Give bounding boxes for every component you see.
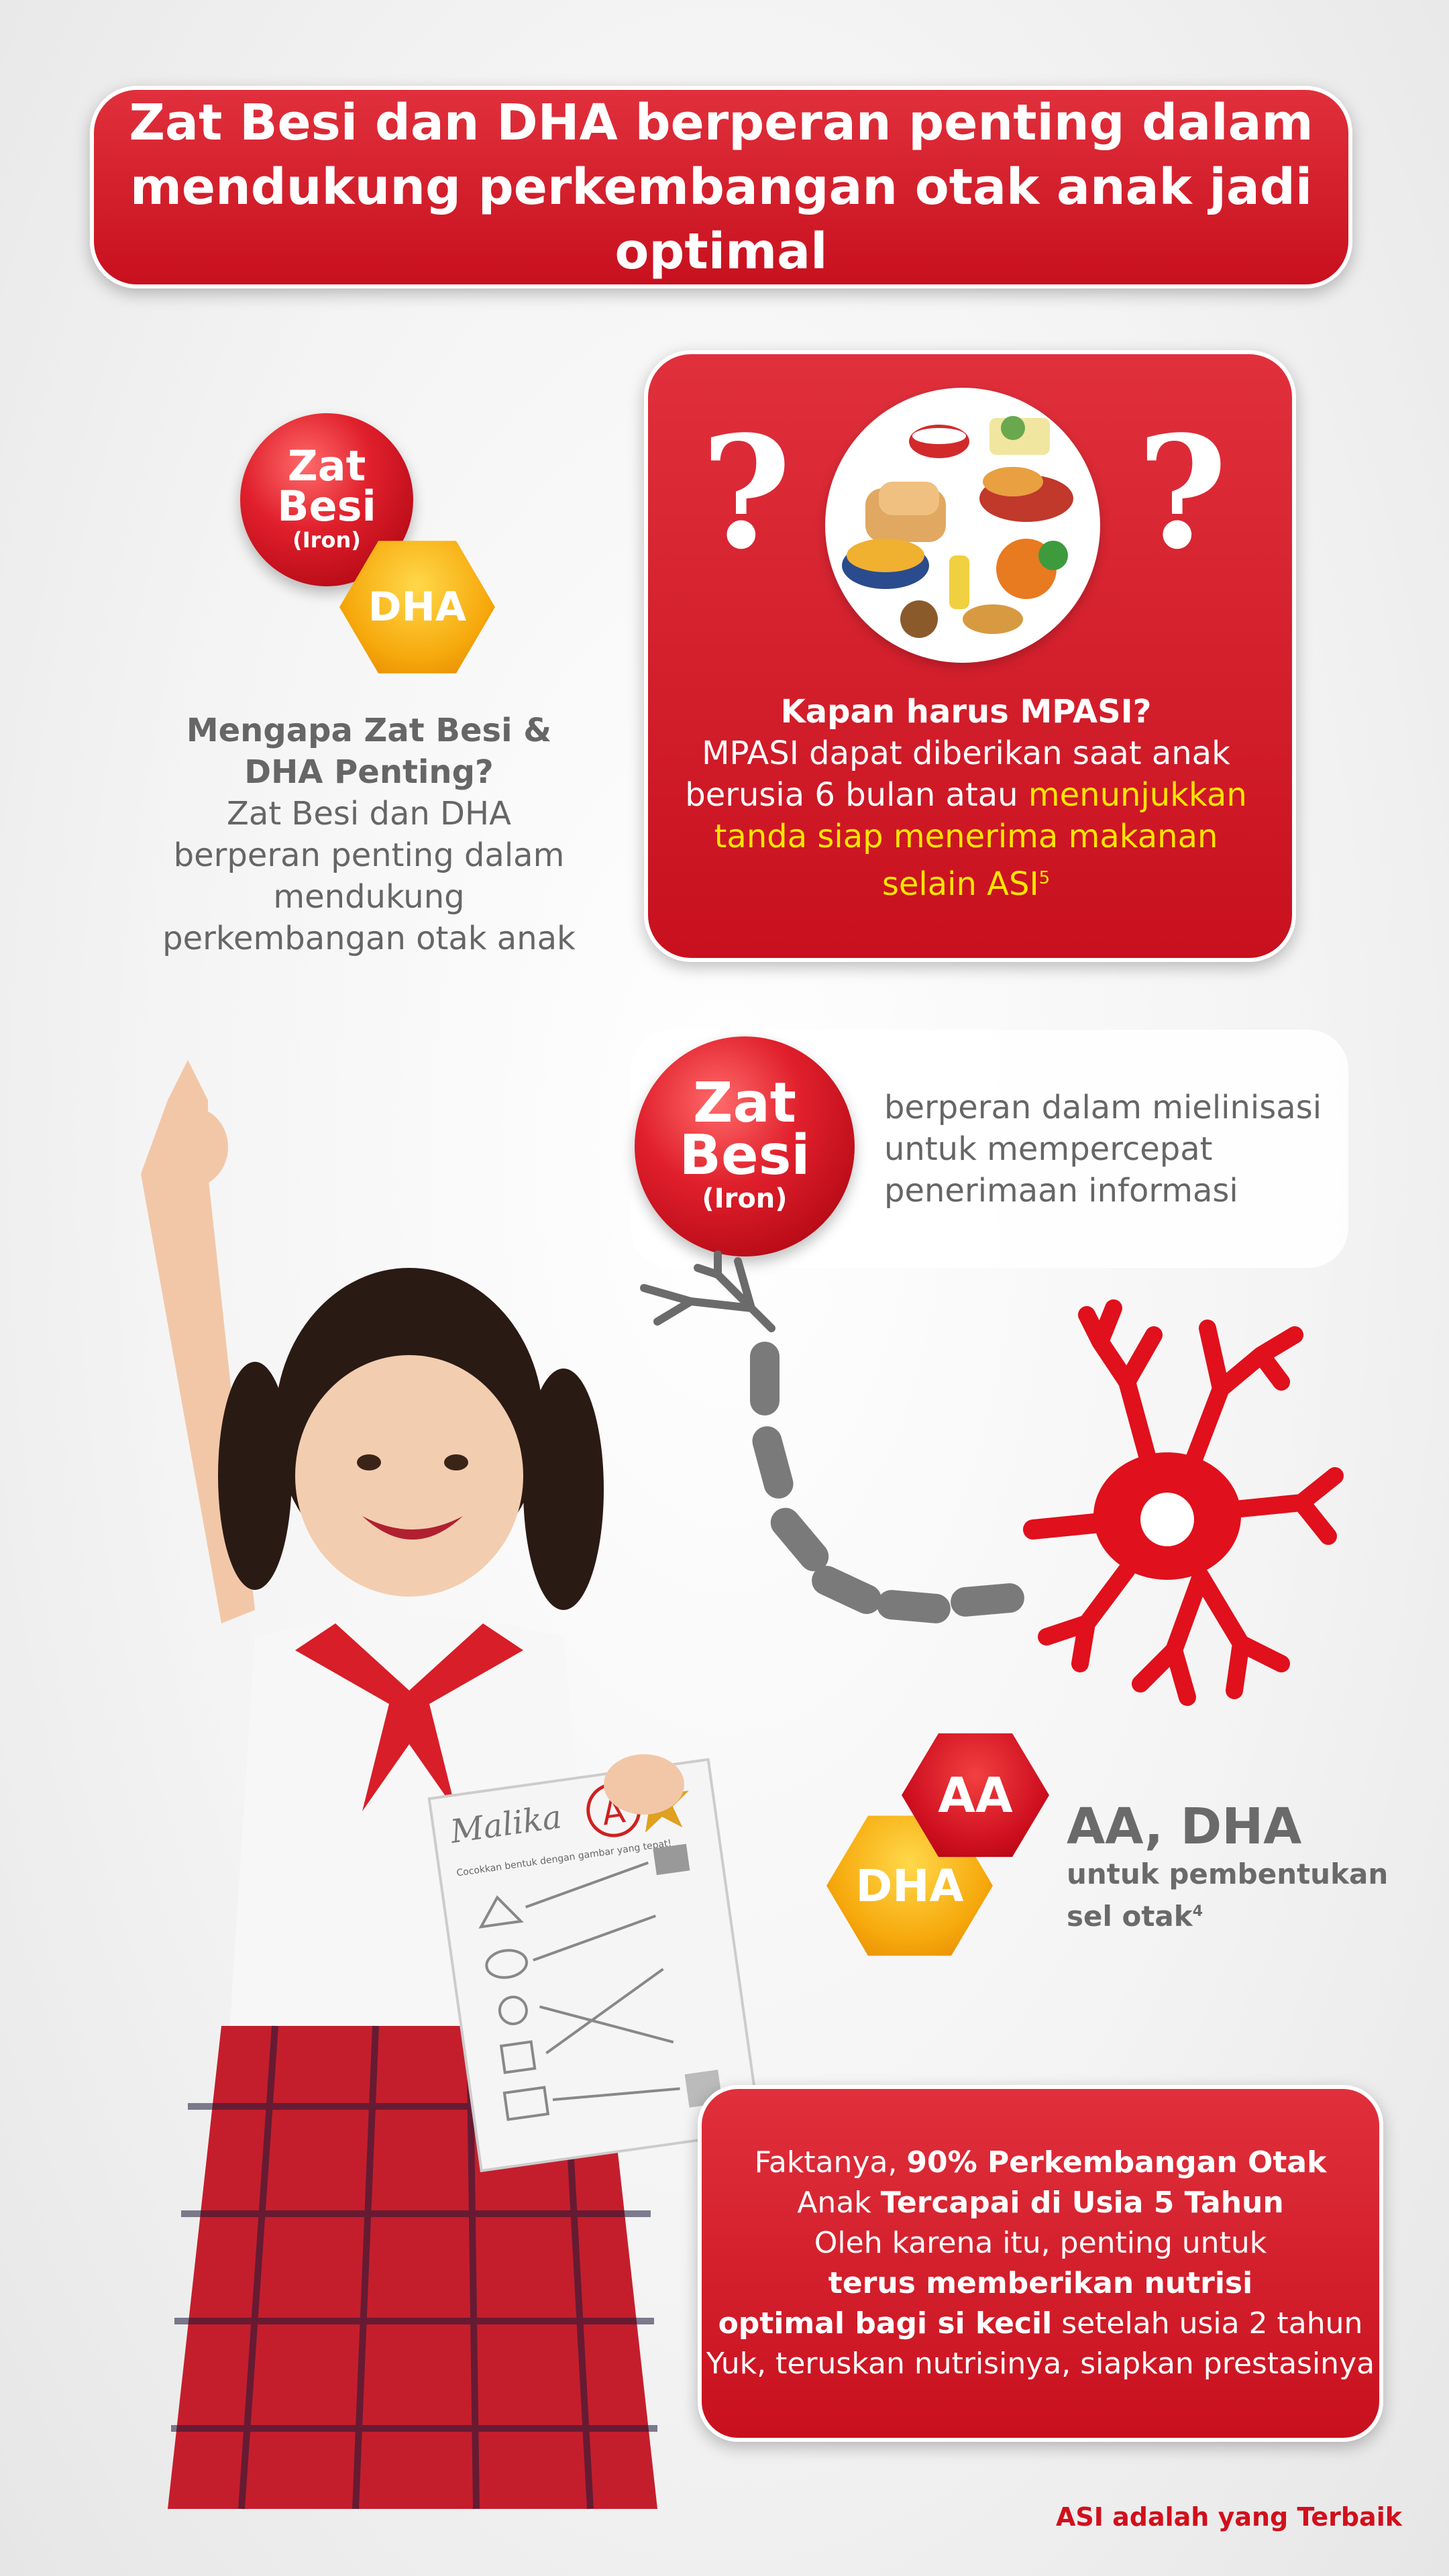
mpasi-text: Kapan harus MPASI? MPASI dapat diberikan… — [644, 691, 1288, 905]
aa-dha-sup: 4 — [1192, 1903, 1203, 1920]
fact-line-5-a: optimal bagi si kecil — [718, 2306, 1053, 2341]
fact-line-2: Anak Tercapai di Usia 5 Tahun — [702, 2183, 1379, 2223]
iron-badge-line-1: Zat — [287, 441, 366, 490]
headline-line-1: Zat Besi dan DHA berperan penting dalam — [129, 94, 1313, 152]
dendrite-grey — [640, 1250, 775, 1332]
face — [295, 1355, 523, 1597]
iron-ball-line-2: Besi — [679, 1124, 810, 1187]
mpasi-line-2-highlight: menunjukkan — [1028, 776, 1247, 814]
aa-dha-line-2: sel otak4 — [1067, 1893, 1402, 1935]
fact-line-2-a: Anak — [797, 2186, 881, 2220]
aa-dha-text: AA, DHA untuk pembentukan sel otak4 — [1067, 1798, 1402, 1935]
why-heading-2: DHA Penting? — [244, 753, 494, 791]
holding-hand — [604, 1754, 684, 1815]
why-body-3: mendukung — [273, 878, 465, 916]
question-mark-left: ? — [701, 402, 792, 584]
iron-ball-line-1: Zat — [693, 1071, 796, 1135]
raised-hand — [154, 1107, 228, 1187]
iron-info-text: berperan dalam mielinisasi untuk memperc… — [884, 1087, 1340, 1212]
mpasi-heading: Kapan harus MPASI? — [780, 693, 1152, 731]
aa-dha-line-1: untuk pembentukan — [1067, 1858, 1389, 1890]
mpasi-line-2-plain: berusia 6 bulan atau — [685, 776, 1028, 814]
mpasi-line-4-text: selain ASI — [881, 865, 1039, 903]
fact-line-1-b: 90% Perkembangan Otak — [906, 2145, 1327, 2180]
footer-note: ASI adalah yang Terbaik — [1055, 2502, 1402, 2532]
mpasi-line-4: selain ASI5 — [644, 857, 1288, 905]
question-mark-right: ? — [1137, 402, 1228, 584]
iron-ball-large: Zat Besi (Iron) — [635, 1036, 855, 1256]
headline-banner: Zat Besi dan DHA berperan penting dalam … — [90, 86, 1352, 288]
worksheet: Malika A Cocokkan bentuk dengan gambar y… — [427, 1758, 762, 2173]
aa-dha-title: AA, DHA — [1067, 1798, 1302, 1856]
why-body-1: Zat Besi dan DHA — [227, 795, 511, 833]
iron-ball-sub: (Iron) — [702, 1183, 788, 1214]
mpasi-line-4-sup: 5 — [1038, 868, 1051, 888]
girl-photo: Malika A Cocokkan bentuk dengan gambar y… — [141, 1060, 762, 2510]
mpasi-line-3: tanda siap menerima makanan — [714, 818, 1218, 855]
fact-line-3: Oleh karena itu, penting untuk — [814, 2226, 1267, 2260]
fact-line-6: Yuk, teruskan nutrisinya, siapkan presta… — [706, 2347, 1375, 2381]
mpasi-line-2: berusia 6 bulan atau menunjukkan — [644, 774, 1288, 816]
myelin-sheath — [750, 1342, 1024, 1623]
why-body-4: perkembangan otak anak — [162, 920, 576, 957]
mpasi-line-1: MPASI dapat diberikan saat anak — [702, 735, 1230, 772]
why-heading-1: Mengapa Zat Besi & — [186, 712, 552, 749]
iron-info-line-2: untuk mempercepat — [884, 1130, 1213, 1168]
red-scarf — [295, 1623, 523, 1811]
aa-hexagon-label: AA — [938, 1767, 1013, 1823]
fact-line-5-b: setelah usia 2 tahun — [1052, 2306, 1363, 2341]
headline-line-2: mendukung perkembangan otak anak jadi op… — [129, 158, 1313, 280]
dha-hexagon-large-label: DHA — [855, 1860, 964, 1912]
fact-line-1: Faktanya, 90% Perkembangan Otak — [702, 2143, 1379, 2183]
food-plate — [825, 388, 1100, 663]
dha-hexagon-label: DHA — [368, 584, 467, 631]
dha-hexagon: DHA — [339, 541, 495, 674]
why-body-2: berperan penting dalam — [173, 837, 565, 874]
fact-line-4: terus memberikan nutrisi — [828, 2266, 1253, 2300]
fact-line-2-b: Tercapai di Usia 5 Tahun — [880, 2186, 1284, 2220]
iron-info-line-3: penerimaan informasi — [884, 1172, 1238, 1210]
iron-badge: Zat Besi (Iron) — [240, 413, 413, 586]
neuron-illustration — [640, 1250, 1344, 1706]
iron-info-line-1: berperan dalam mielinisasi — [884, 1089, 1322, 1126]
fact-line-1-a: Faktanya, — [754, 2145, 907, 2180]
aa-dha-line-2-text: sel otak — [1067, 1900, 1193, 1933]
iron-badge-sub: (Iron) — [292, 527, 361, 553]
fact-card: Faktanya, 90% Perkembangan Otak Anak Ter… — [698, 2085, 1383, 2442]
iron-badge-line-2: Besi — [277, 482, 376, 531]
neuron-nucleus — [1140, 1493, 1194, 1546]
fact-line-5: optimal bagi si kecil setelah usia 2 tah… — [702, 2304, 1379, 2344]
why-section: Mengapa Zat Besi & DHA Penting? Zat Besi… — [107, 710, 631, 959]
food-plate-illustration — [842, 416, 1073, 638]
